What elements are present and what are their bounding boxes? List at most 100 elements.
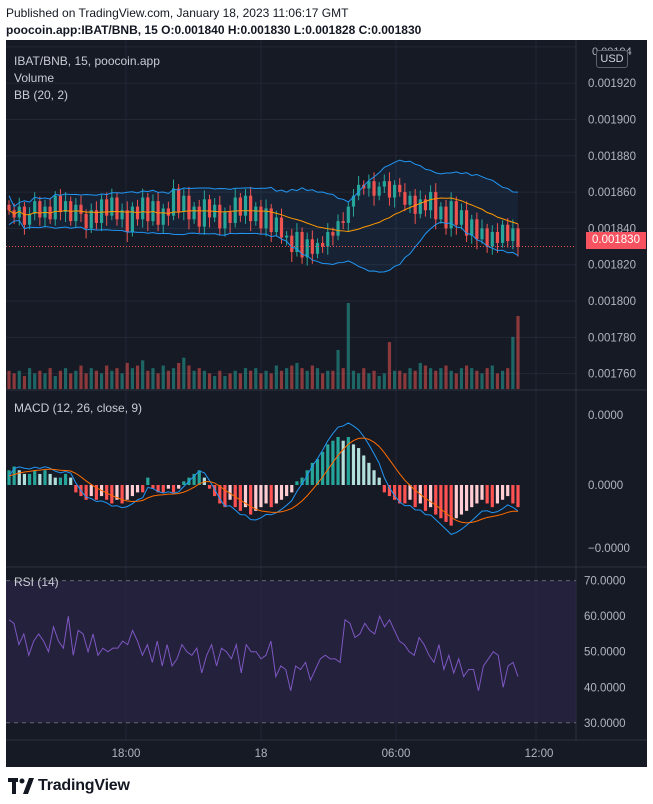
volume-bar [58, 370, 63, 389]
macd-histogram-bar [500, 485, 505, 500]
volume-bar [295, 362, 299, 389]
candle [475, 212, 479, 250]
candle-body [17, 206, 21, 218]
volume-bar [207, 373, 212, 389]
macd-histogram-bar [367, 462, 371, 485]
macd-histogram-bar [393, 485, 397, 500]
volume-bar [79, 365, 83, 389]
candle [243, 188, 248, 224]
candle-body [475, 219, 479, 240]
candle [171, 179, 176, 221]
macd-histogram-bar [300, 477, 304, 485]
volume-bar [285, 368, 289, 389]
rsi-tick-label: 50.0000 [584, 647, 626, 659]
candle [187, 186, 191, 230]
ohlc-summary: poocoin.app:IBAT/BNB, 15 O:0.001840 H:0.… [6, 23, 422, 37]
volume-bar [130, 368, 134, 389]
macd-histogram-bar [207, 485, 212, 489]
chart-area[interactable]: 0.001920 0.001900 0.001880 0.001860 0.001840… [6, 40, 647, 767]
macd-histogram-bar [197, 470, 201, 485]
price-tick-label: 0.001820 [588, 260, 636, 272]
candle-body [408, 195, 412, 205]
candle-body [485, 228, 489, 247]
volume-bar [269, 373, 273, 389]
candle-body [336, 221, 340, 236]
volume-bar [423, 365, 428, 389]
symbol-legend[interactable]: IBAT/BNB, 15, poocoin.app [14, 54, 160, 68]
volume-bar [506, 368, 510, 389]
candle [439, 202, 443, 224]
macd-histogram-bar [120, 485, 124, 504]
candle [233, 188, 237, 228]
candle [38, 196, 42, 226]
candle-body [125, 210, 129, 233]
volume-bar [439, 368, 443, 389]
tradingview-logo[interactable]: TradingView [8, 777, 130, 795]
volume-bar [166, 370, 170, 389]
volume-bar [382, 373, 386, 389]
published-info: Published on TradingView.com, January 18… [6, 6, 349, 20]
volume-bar [434, 370, 438, 389]
candle [89, 203, 93, 233]
volume-bar [372, 370, 376, 389]
macd-legend[interactable]: MACD (12, 26, close, 9) [14, 401, 143, 415]
volume-bar [22, 375, 27, 389]
volume-bar [341, 368, 345, 389]
volume-bar [84, 373, 88, 389]
candle-body [439, 206, 443, 220]
macd-histogram-bar [341, 440, 345, 485]
chart-canvas[interactable]: 0.0019200.0019000.0018800.0018600.001840… [6, 40, 647, 767]
bb-lower-line [8, 219, 519, 273]
volume-bar [511, 336, 515, 389]
bb-upper-line [8, 159, 519, 208]
volume-bar [367, 373, 371, 389]
macd-histogram-bar [105, 485, 109, 500]
volume-bar [357, 373, 361, 389]
macd-histogram-bar [146, 477, 150, 485]
volume-bar [279, 370, 284, 389]
candle-body [341, 221, 345, 223]
volume-bar [141, 360, 145, 389]
macd-histogram-bar [254, 485, 258, 511]
candle-body [300, 232, 304, 258]
candle-body [223, 212, 227, 229]
macd-histogram-bar [249, 485, 253, 515]
volume-bar [249, 370, 253, 389]
candle [403, 183, 407, 212]
volume-bar [470, 368, 474, 389]
macd-histogram-bar [33, 470, 37, 485]
volume-bar [454, 373, 458, 389]
candle-body [110, 197, 114, 216]
volume-bar [182, 357, 186, 389]
volume-bar [135, 365, 140, 389]
volume-bar [387, 342, 392, 389]
macd-histogram-bar [7, 470, 11, 485]
rsi-legend[interactable]: RSI (14) [14, 575, 59, 589]
candle-body [362, 184, 366, 189]
bb-legend[interactable]: BB (20, 2) [14, 88, 69, 102]
candle [238, 192, 242, 223]
macd-histogram-bar [156, 485, 160, 493]
macd-histogram-bar [511, 485, 515, 504]
macd-histogram-bar [38, 473, 42, 485]
volume-bar [305, 370, 309, 389]
candle-body [326, 232, 330, 247]
volume-legend[interactable]: Volume [14, 71, 55, 85]
candle [218, 195, 222, 235]
candle-body [141, 197, 145, 220]
candle-body [84, 213, 88, 229]
macd-histogram-bar [387, 485, 392, 497]
candle [27, 207, 32, 230]
macd-histogram-bar [177, 485, 181, 489]
volume-bar [151, 368, 155, 389]
candle-body [516, 228, 520, 247]
candle-body [38, 201, 42, 218]
candle-body [192, 206, 196, 220]
macd-histogram-bar [238, 485, 242, 511]
macd-histogram-bar [259, 485, 263, 508]
currency-button[interactable]: USD [596, 50, 628, 68]
candle [393, 180, 397, 208]
macd-histogram-bar [17, 470, 21, 485]
candle-body [99, 199, 104, 223]
macd-tick-label: 0.0000 [588, 410, 623, 422]
